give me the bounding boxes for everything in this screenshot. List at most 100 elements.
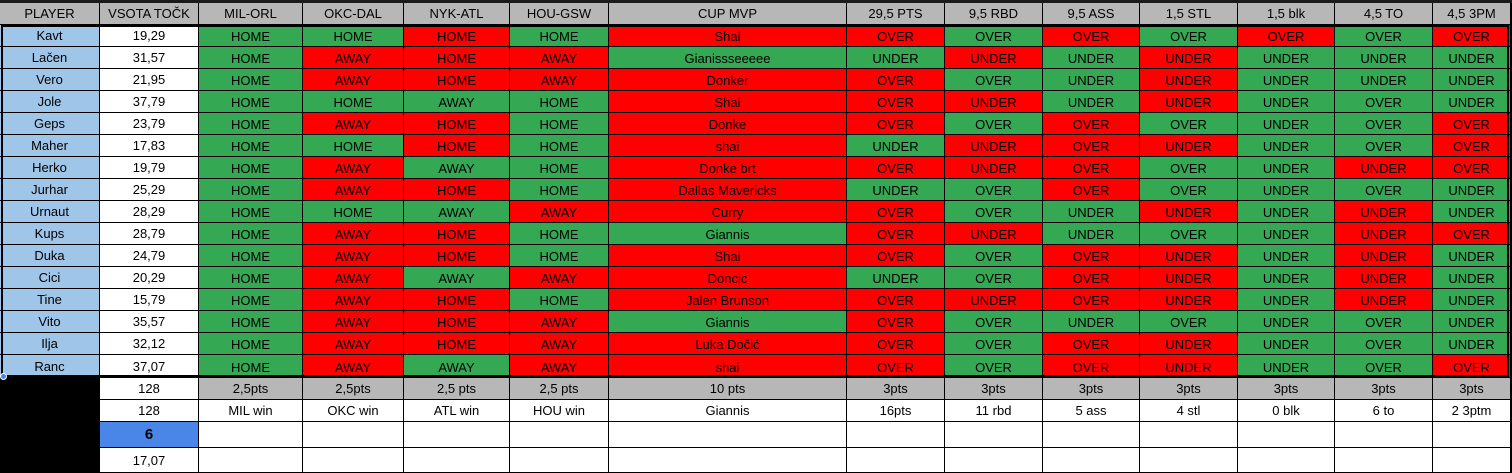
pick-duka-hou-gsw[interactable]: HOME [510, 245, 609, 267]
pick-kups-29-5-pts[interactable]: OVER [847, 223, 945, 245]
pick-vero-4-5-to[interactable]: UNDER [1335, 69, 1433, 91]
empty-cell[interactable] [1043, 422, 1140, 448]
pick-vito-mil-orl[interactable]: HOME [199, 311, 303, 333]
pick-duka-4-5-to[interactable]: UNDER [1335, 245, 1433, 267]
empty-cell[interactable] [1140, 422, 1238, 448]
pick-geps-9-5-ass[interactable]: OVER [1043, 113, 1140, 135]
pick-tine-4-5-3pm[interactable]: UNDER [1433, 289, 1511, 311]
pick-maher-1-5-blk[interactable]: UNDER [1238, 135, 1335, 157]
player-name-lacen[interactable]: Lačen [0, 47, 100, 69]
player-name-vero[interactable]: Vero [0, 69, 100, 91]
pick-tine-cup-mvp[interactable]: Jalen Brunson [609, 289, 847, 311]
points-hou-gsw[interactable]: 2,5 pts [510, 378, 609, 400]
header-29-5-pts[interactable]: 29,5 PTS [847, 3, 945, 25]
empty-cell[interactable] [1043, 448, 1140, 473]
player-name-tine[interactable]: Tine [0, 289, 100, 311]
header-4-5-3pm[interactable]: 4,5 3PM [1433, 3, 1511, 25]
pick-urnaut-cup-mvp[interactable]: Curry [609, 201, 847, 223]
points-cup-mvp[interactable]: 10 pts [609, 378, 847, 400]
pick-ranc-4-5-3pm[interactable]: OVER [1433, 355, 1511, 378]
player-name-kavt[interactable]: Kavt [0, 25, 100, 47]
pick-jole-4-5-3pm[interactable]: UNDER [1433, 91, 1511, 113]
points-4-5-to[interactable]: 3pts [1335, 378, 1433, 400]
pick-ilja-29-5-pts[interactable]: OVER [847, 333, 945, 355]
header-hou-gsw[interactable]: HOU-GSW [510, 3, 609, 25]
pick-urnaut-okc-dal[interactable]: HOME [303, 201, 404, 223]
pick-maher-9-5-rbd[interactable]: UNDER [945, 135, 1043, 157]
pick-lacen-29-5-pts[interactable]: UNDER [847, 47, 945, 69]
pick-kavt-okc-dal[interactable]: HOME [303, 25, 404, 47]
pick-duka-9-5-rbd[interactable]: OVER [945, 245, 1043, 267]
pick-urnaut-9-5-ass[interactable]: UNDER [1043, 201, 1140, 223]
pick-lacen-1-5-stl[interactable]: UNDER [1140, 47, 1238, 69]
blank-cell[interactable] [0, 422, 100, 448]
pick-tine-4-5-to[interactable]: UNDER [1335, 289, 1433, 311]
pick-kavt-hou-gsw[interactable]: HOME [510, 25, 609, 47]
pick-cici-hou-gsw[interactable]: AWAY [510, 267, 609, 289]
pick-cici-9-5-ass[interactable]: OVER [1043, 267, 1140, 289]
result-mil-orl[interactable]: MIL win [199, 400, 303, 422]
pick-tine-mil-orl[interactable]: HOME [199, 289, 303, 311]
pick-vero-cup-mvp[interactable]: Donker [609, 69, 847, 91]
pick-jurhar-cup-mvp[interactable]: Dallas Mavericks [609, 179, 847, 201]
pick-urnaut-1-5-stl[interactable]: UNDER [1140, 201, 1238, 223]
player-total-kavt[interactable]: 19,29 [100, 25, 199, 47]
pick-lacen-9-5-ass[interactable]: UNDER [1043, 47, 1140, 69]
points-1-5-stl[interactable]: 3pts [1140, 378, 1238, 400]
pick-vero-okc-dal[interactable]: AWAY [303, 69, 404, 91]
pick-kavt-4-5-to[interactable]: OVER [1335, 25, 1433, 47]
pick-tine-1-5-blk[interactable]: UNDER [1238, 289, 1335, 311]
pick-tine-nyk-atl[interactable]: HOME [404, 289, 510, 311]
empty-cell[interactable] [1140, 448, 1238, 473]
pick-ilja-1-5-stl[interactable]: UNDER [1140, 333, 1238, 355]
player-total-herko[interactable]: 19,79 [100, 157, 199, 179]
pick-duka-nyk-atl[interactable]: HOME [404, 245, 510, 267]
pick-jurhar-1-5-blk[interactable]: UNDER [1238, 179, 1335, 201]
pick-geps-okc-dal[interactable]: AWAY [303, 113, 404, 135]
pick-jurhar-hou-gsw[interactable]: HOME [510, 179, 609, 201]
pick-ranc-1-5-blk[interactable]: UNDER [1238, 355, 1335, 378]
pick-duka-1-5-blk[interactable]: UNDER [1238, 245, 1335, 267]
player-total-vito[interactable]: 35,57 [100, 311, 199, 333]
pick-jole-1-5-blk[interactable]: UNDER [1238, 91, 1335, 113]
pick-kups-1-5-blk[interactable]: UNDER [1238, 223, 1335, 245]
empty-cell[interactable] [1238, 422, 1335, 448]
empty-cell[interactable] [404, 422, 510, 448]
pick-kavt-nyk-atl[interactable]: HOME [404, 25, 510, 47]
pick-kups-nyk-atl[interactable]: HOME [404, 223, 510, 245]
result-hou-gsw[interactable]: HOU win [510, 400, 609, 422]
pick-vito-okc-dal[interactable]: AWAY [303, 311, 404, 333]
player-total-duka[interactable]: 24,79 [100, 245, 199, 267]
pick-vito-hou-gsw[interactable]: AWAY [510, 311, 609, 333]
player-name-cici[interactable]: Cici [0, 267, 100, 289]
pick-kavt-9-5-ass[interactable]: OVER [1043, 25, 1140, 47]
points-9-5-rbd[interactable]: 3pts [945, 378, 1043, 400]
player-name-duka[interactable]: Duka [0, 245, 100, 267]
pick-vito-cup-mvp[interactable]: Giannis [609, 311, 847, 333]
pick-herko-29-5-pts[interactable]: OVER [847, 157, 945, 179]
pick-kups-9-5-rbd[interactable]: UNDER [945, 223, 1043, 245]
pick-kups-mil-orl[interactable]: HOME [199, 223, 303, 245]
pick-vito-nyk-atl[interactable]: HOME [404, 311, 510, 333]
pick-lacen-nyk-atl[interactable]: HOME [404, 47, 510, 69]
pick-duka-4-5-3pm[interactable]: UNDER [1433, 245, 1511, 267]
pick-urnaut-mil-orl[interactable]: HOME [199, 201, 303, 223]
pick-ranc-cup-mvp[interactable]: shai [609, 355, 847, 378]
pick-geps-29-5-pts[interactable]: OVER [847, 113, 945, 135]
pick-ilja-mil-orl[interactable]: HOME [199, 333, 303, 355]
header-player[interactable]: PLAYER [0, 3, 100, 25]
pick-ilja-okc-dal[interactable]: AWAY [303, 333, 404, 355]
player-name-ilja[interactable]: Ilja [0, 333, 100, 355]
pick-cici-cup-mvp[interactable]: Doncic [609, 267, 847, 289]
pick-kups-cup-mvp[interactable]: Giannis [609, 223, 847, 245]
pick-geps-4-5-to[interactable]: OVER [1335, 113, 1433, 135]
result-nyk-atl[interactable]: ATL win [404, 400, 510, 422]
pick-urnaut-4-5-to[interactable]: UNDER [1335, 201, 1433, 223]
pick-kups-4-5-to[interactable]: UNDER [1335, 223, 1433, 245]
pick-kups-4-5-3pm[interactable]: OVER [1433, 223, 1511, 245]
pick-maher-4-5-to[interactable]: OVER [1335, 135, 1433, 157]
pick-maher-4-5-3pm[interactable]: OVER [1433, 135, 1511, 157]
blank-cell[interactable] [0, 448, 100, 473]
pick-geps-nyk-atl[interactable]: HOME [404, 113, 510, 135]
pick-jurhar-4-5-to[interactable]: OVER [1335, 179, 1433, 201]
